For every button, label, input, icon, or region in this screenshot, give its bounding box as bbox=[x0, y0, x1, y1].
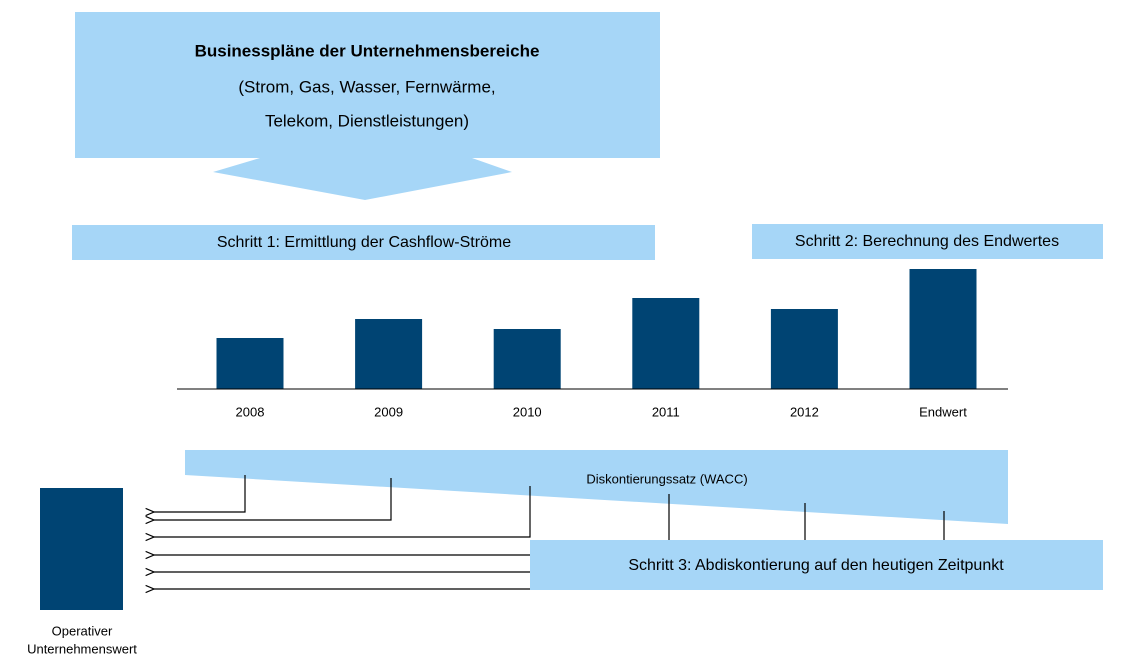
bar bbox=[909, 269, 977, 389]
x-tick-label: 2009 bbox=[374, 404, 403, 419]
business-plans-title: Businesspläne der Unternehmensbereiche bbox=[195, 41, 540, 60]
step-box bbox=[72, 225, 655, 260]
bar bbox=[770, 309, 838, 389]
business-plans-line: Telekom, Dienstleistungen) bbox=[265, 111, 469, 130]
bar bbox=[493, 329, 561, 389]
x-tick-label: 2010 bbox=[513, 404, 542, 419]
result-label: Unternehmenswert bbox=[27, 641, 137, 656]
step-label: Schritt 3: Abdiskontierung auf den heuti… bbox=[628, 557, 1004, 574]
step-label: Schritt 1: Ermittlung der Cashflow-Ström… bbox=[217, 234, 511, 251]
x-tick-label: 2012 bbox=[790, 404, 819, 419]
discount-wedge bbox=[185, 450, 1008, 524]
step-label: Schritt 2: Berechnung des Endwertes bbox=[795, 233, 1059, 250]
bar bbox=[632, 298, 700, 389]
discount-arrow bbox=[154, 475, 246, 512]
business-plans-line: (Strom, Gas, Wasser, Fernwärme, bbox=[238, 77, 495, 96]
x-tick-label: Endwert bbox=[919, 404, 967, 419]
bar bbox=[216, 338, 284, 389]
step-box bbox=[752, 224, 1103, 259]
discount-arrow bbox=[154, 486, 531, 537]
business-plans-arrow bbox=[75, 12, 660, 200]
x-tick-label: 2011 bbox=[652, 404, 680, 419]
enterprise-value-block bbox=[40, 488, 123, 610]
result-label: Operativer bbox=[52, 623, 113, 638]
step-box bbox=[530, 540, 1103, 590]
discount-label: Diskontierungssatz (WACC) bbox=[586, 471, 747, 486]
bar bbox=[355, 319, 423, 389]
discount-arrow bbox=[154, 478, 392, 520]
x-tick-label: 2008 bbox=[236, 404, 265, 419]
bar-chart: 2008 2009 2010 2011 2012 Endwert bbox=[177, 269, 1008, 419]
